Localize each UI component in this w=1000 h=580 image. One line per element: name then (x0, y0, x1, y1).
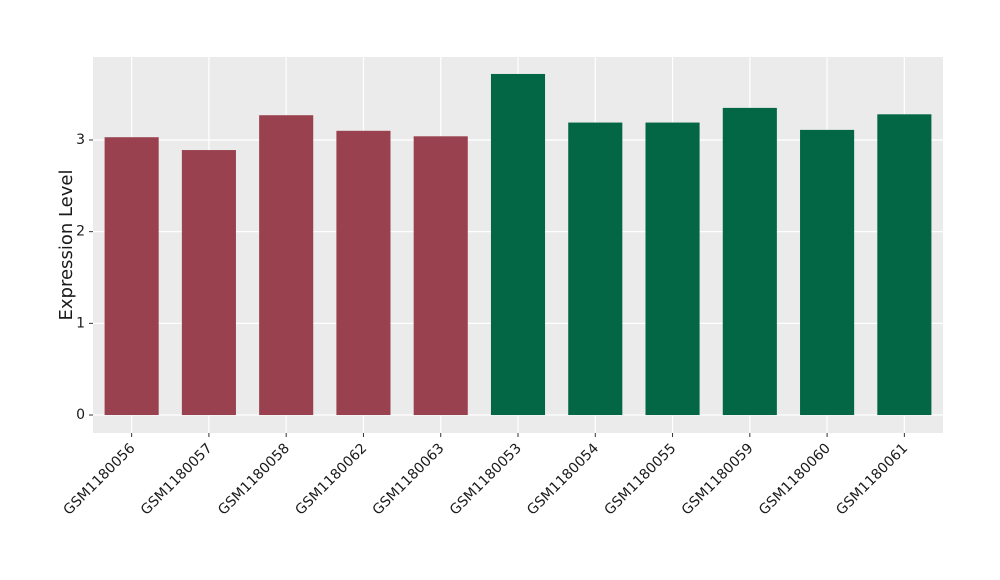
x-tick-label: GSM1180063 (370, 441, 448, 519)
bar (568, 122, 623, 416)
bar (181, 150, 236, 416)
bar (413, 136, 468, 416)
bar (800, 129, 855, 416)
x-tick-label: GSM1180059 (679, 441, 757, 519)
bar (877, 114, 932, 416)
bar (259, 115, 314, 416)
y-tick-label: 1 (76, 315, 85, 331)
x-tick-label: GSM1180053 (447, 441, 525, 519)
x-tick-label: GSM1180061 (833, 441, 911, 519)
bar (490, 73, 546, 416)
y-axis-label: Expression Level (56, 170, 77, 321)
x-tick-label: GSM1180060 (756, 441, 834, 519)
x-tick-label: GSM1180055 (601, 441, 679, 519)
x-tick-label: GSM1180056 (61, 440, 139, 518)
bar (336, 130, 391, 416)
bar (722, 107, 777, 416)
x-tick-label: GSM1180062 (292, 441, 370, 519)
x-tick-label: GSM1180057 (138, 441, 216, 519)
x-tick-label: GSM1180054 (524, 440, 602, 518)
bar (645, 122, 700, 416)
bar (104, 137, 159, 416)
y-tick-label: 0 (76, 407, 85, 423)
y-tick-label: 2 (76, 224, 85, 240)
y-tick-label: 3 (76, 132, 85, 148)
x-tick-label: GSM1180058 (215, 441, 293, 519)
